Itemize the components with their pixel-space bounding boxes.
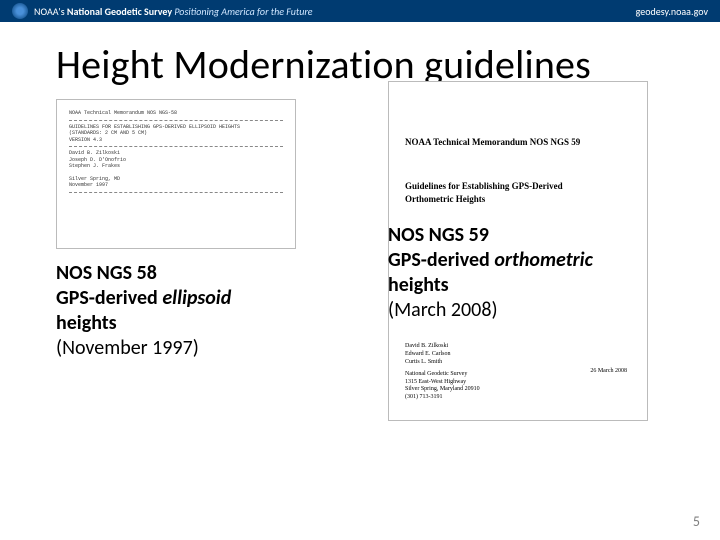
doc59-sub1: Guidelines for Establishing GPS-Derived [405,180,631,194]
header-url: geodesy.noaa.gov [636,5,708,18]
header-tagline: Positioning America for the Future [174,5,312,18]
header-noaa: NOAA's [34,5,65,18]
header-text: NOAA's National Geodetic Survey Position… [34,5,313,18]
doc59-f1: David B. Zilkoski [405,343,480,351]
doc59-title: NOAA Technical Memorandum NOS NGS 59 [405,136,631,150]
doc59-sub2: Orthometric Heights [405,193,631,207]
doc58-line1: NOAA Technical Memorandum NOS NGS-58 [69,110,283,117]
doc58-preview: NOAA Technical Memorandum NOS NGS-58 GUI… [56,99,296,249]
right-line3: heights [388,273,593,298]
header-left: NOAA's National Geodetic Survey Position… [12,3,313,19]
left-line2: GPS-derived ellipsoid [56,286,352,311]
noaa-logo-icon [12,3,28,19]
doc58-rule2 [69,146,283,147]
doc59-f3: Curtis L. Smith [405,359,480,367]
doc59-docdate: 26 March 2008 [590,367,627,376]
right-memo: NOS NGS 59 [388,223,593,248]
right-line2-prefix: GPS-derived [388,248,490,272]
page-number: 5 [693,513,700,530]
left-line2-ital: ellipsoid [162,286,231,310]
doc59-addr1: National Geodetic Survey [405,371,480,379]
right-line2-ital: orthometric [494,248,593,272]
doc58-rule3 [69,192,283,193]
doc58-rule1 [69,120,283,121]
doc59-addr4: (301) 713-3191 [405,394,480,402]
header-ngs: National Geodetic Survey [67,5,172,18]
doc58-line3c: VERSION 4.3 [69,137,283,144]
header-bar: NOAA's National Geodetic Survey Position… [0,0,720,22]
left-date: (November 1997) [56,336,352,361]
doc59-footer: David B. Zilkoski Edward E. Carlson Curt… [405,343,480,402]
doc58-date: November 1997 [69,182,283,189]
right-date: (March 2008) [388,298,593,323]
left-caption: NOS NGS 58 GPS-derived ellipsoid heights… [56,261,352,361]
slide: NOAA's National Geodetic Survey Position… [0,0,720,540]
left-memo: NOS NGS 58 [56,261,352,286]
right-caption: NOS NGS 59 GPS-derived orthometric heigh… [388,223,593,323]
right-wrap: NOAA Technical Memorandum NOS NGS 59 Gui… [388,99,684,479]
doc59-f2: Edward E. Carlson [405,351,480,359]
right-column: NOAA Technical Memorandum NOS NGS 59 Gui… [388,99,684,479]
right-line2: GPS-derived orthometric [388,248,593,273]
left-column: NOAA Technical Memorandum NOS NGS-58 GUI… [56,99,352,479]
left-line3: heights [56,311,352,336]
content-row: NOAA Technical Memorandum NOS NGS-58 GUI… [0,99,720,479]
doc59-addr2: 1315 East-West Highway [405,379,480,387]
left-line2-prefix: GPS-derived [56,286,158,310]
